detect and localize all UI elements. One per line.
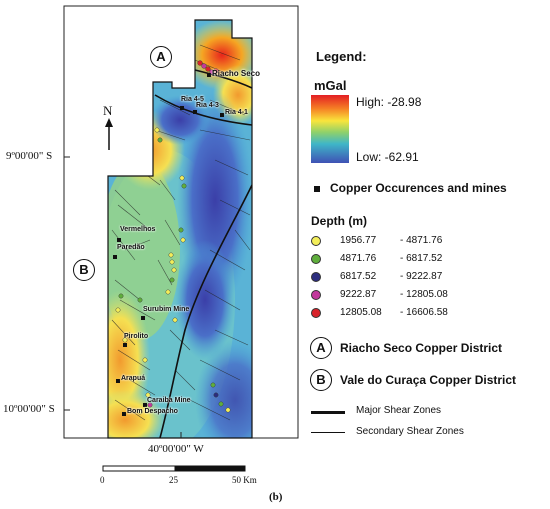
legend-district-b: Vale do Curaça Copper District [340, 373, 517, 387]
depth-from-5: 12805.08 [340, 307, 382, 318]
district-a-legend-marker: A [310, 337, 332, 359]
depth-swatch-5 [311, 308, 321, 318]
site-marker [117, 238, 121, 242]
site-marker [193, 110, 197, 114]
depth-from-3: 6817.52 [340, 271, 377, 282]
depth-swatch-2 [311, 254, 321, 264]
district-b-marker: B [73, 259, 95, 281]
site-label-arapua: Arapuá [121, 375, 146, 382]
depth-swatch-3 [311, 272, 321, 282]
gravity-map [63, 5, 299, 472]
site-marker [220, 113, 224, 117]
study-area-outline [107, 19, 253, 439]
secondary-shear-line-icon [311, 432, 345, 433]
depth-from-1: 1956.77 [340, 235, 377, 246]
site-label-ria-4-5: Ria 4-5 [181, 96, 204, 103]
depth-to-3: - 9222.87 [400, 271, 443, 282]
lat-10-label: 10º00'00" S [3, 403, 55, 415]
legend-title: Legend: [316, 49, 367, 64]
major-shear-line-icon [311, 411, 345, 414]
site-label-caraiba-mine: Caraiba Mine [147, 397, 191, 404]
depth-to-5: - 16606.58 [400, 307, 448, 318]
site-label-pirolito: Pirolito [124, 333, 149, 340]
legend-high: High: -28.98 [356, 95, 422, 109]
north-arrow-icon [105, 118, 113, 150]
legend-district-a: Riacho Seco Copper District [340, 341, 503, 355]
scale-tick-50: 50 Km [232, 475, 257, 485]
legend-unit: mGal [314, 78, 347, 93]
depth-to-4: - 12805.08 [400, 289, 448, 300]
gravity-colorbar [311, 95, 349, 163]
site-label-ria-4-1: Ria 4-1 [225, 109, 248, 116]
legend-depth-title: Depth (m) [311, 214, 367, 228]
copper-square-icon [314, 186, 320, 192]
lon-40-label: 40º00'00" W [148, 443, 204, 455]
scale-tick-0: 0 [100, 475, 105, 485]
depth-from-4: 9222.87 [340, 289, 377, 300]
site-marker [116, 379, 120, 383]
site-label-vermelhos: Vermelhos [120, 226, 156, 233]
site-marker [143, 403, 147, 407]
legend-copper-label: Copper Occurences and mines [330, 181, 507, 195]
site-label-paredao: Paredão [117, 244, 145, 251]
gravity-surface [108, 20, 252, 438]
north-label: N [103, 103, 113, 118]
figure-caption: (b) [269, 491, 283, 503]
depth-from-2: 4871.76 [340, 253, 377, 264]
legend-secondary-shear: Secondary Shear Zones [356, 426, 464, 437]
depth-points [115, 60, 231, 415]
depth-to-1: - 4871.76 [400, 235, 443, 246]
site-marker [207, 73, 211, 77]
site-label-surubim-mine: Surubim Mine [143, 306, 190, 313]
site-marker [113, 255, 117, 259]
depth-swatch-4 [311, 290, 321, 300]
legend-major-shear: Major Shear Zones [356, 405, 442, 416]
lat-9-label: 9º00'00" S [6, 150, 53, 162]
site-marker [180, 106, 184, 110]
scale-tick-25: 25 [169, 475, 178, 485]
depth-swatch-1 [311, 236, 321, 246]
scale-bar-graphic [102, 465, 246, 472]
site-marker [141, 316, 145, 320]
site-label-bom-despacho: Bom Despacho [127, 408, 178, 415]
legend-low: Low: -62.91 [356, 150, 419, 164]
site-marker [123, 343, 127, 347]
depth-to-2: - 6817.52 [400, 253, 443, 264]
site-label-ria-4-3: Ria 4-3 [196, 102, 219, 109]
site-marker [122, 412, 126, 416]
district-a-marker: A [150, 46, 172, 68]
site-label-riacho-seco: Riacho Seco [212, 69, 261, 78]
district-b-legend-marker: B [310, 369, 332, 391]
